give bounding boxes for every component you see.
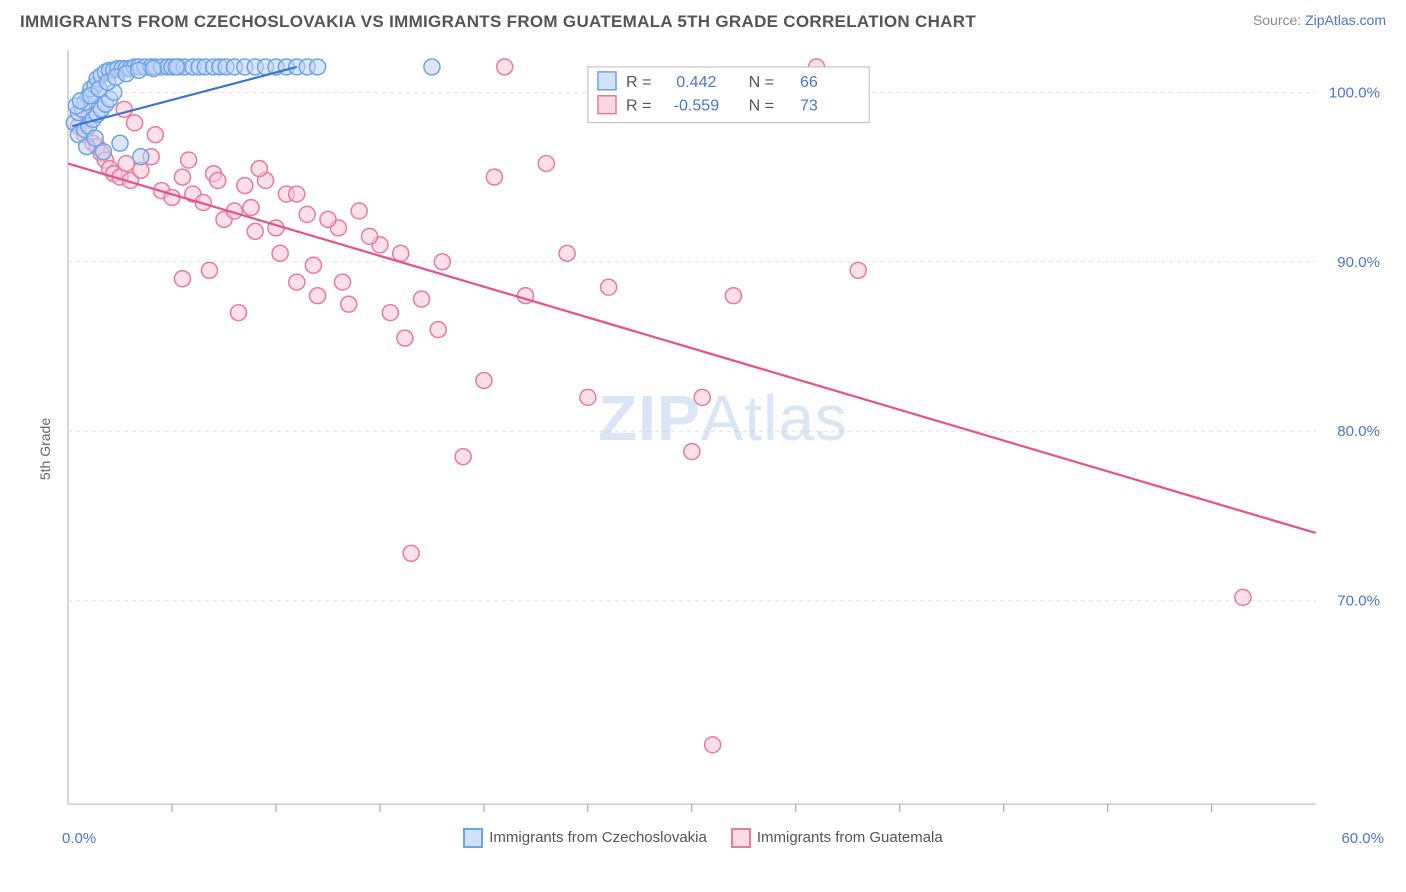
svg-text:80.0%: 80.0% [1337, 423, 1380, 440]
source-attribution: Source: ZipAtlas.com [1253, 12, 1386, 28]
svg-text:70.0%: 70.0% [1337, 593, 1380, 610]
svg-text:N =: N = [749, 74, 774, 91]
bottom-legend: 0.0% Immigrants from Czechoslovakia Immi… [20, 828, 1386, 848]
svg-text:N =: N = [749, 98, 774, 115]
svg-text:R =: R = [626, 98, 651, 115]
svg-text:100.0%: 100.0% [1329, 84, 1380, 101]
chart-title: IMMIGRANTS FROM CZECHOSLOVAKIA VS IMMIGR… [20, 12, 976, 32]
scatter-plot: 70.0% 80.0% 90.0% 100.0% R = 0.442 N = 66 R = -0.… [60, 46, 1386, 822]
svg-text:66: 66 [800, 74, 818, 91]
source-prefix: Source: [1253, 12, 1305, 28]
legend-swatch-guatemala [731, 828, 751, 848]
svg-text:73: 73 [800, 98, 818, 115]
legend-item-czech: Immigrants from Czechoslovakia [463, 828, 707, 848]
x-tick-max: 60.0% [1341, 830, 1384, 847]
svg-text:R =: R = [626, 74, 651, 91]
legend-swatch-czech [463, 828, 483, 848]
svg-text:0.442: 0.442 [676, 74, 716, 91]
x-tick-min: 0.0% [62, 830, 96, 847]
svg-text:-0.559: -0.559 [674, 98, 720, 115]
legend-label-czech: Immigrants from Czechoslovakia [489, 829, 707, 846]
legend-item-guatemala: Immigrants from Guatemala [731, 828, 943, 848]
legend-label-guatemala: Immigrants from Guatemala [757, 829, 943, 846]
source-link[interactable]: ZipAtlas.com [1305, 12, 1386, 28]
y-axis-label: 5th Grade [37, 418, 53, 480]
svg-text:90.0%: 90.0% [1337, 254, 1380, 271]
